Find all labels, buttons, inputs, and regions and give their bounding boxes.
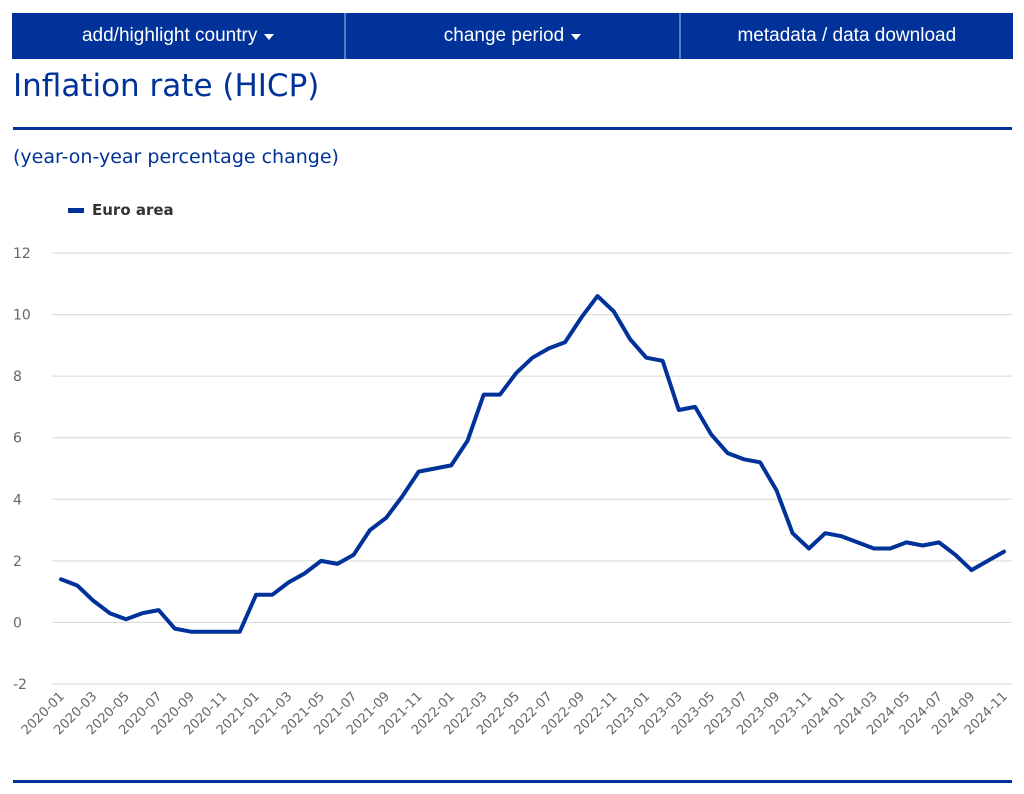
metadata-download-button[interactable]: metadata / data download: [681, 13, 1013, 59]
caret-down-icon: [264, 34, 275, 40]
footer-divider: [13, 780, 1012, 783]
y-tick-label: 12: [13, 246, 31, 262]
y-tick-label: 8: [13, 369, 22, 385]
title-divider: [13, 127, 1012, 130]
caret-down-icon: [571, 34, 582, 40]
series-line-euro-area: [59, 294, 1006, 634]
legend-label[interactable]: Euro area: [92, 201, 174, 219]
inflation-line-chart: -20246810122020-012020-032020-052020-072…: [13, 201, 1012, 738]
y-tick-label: 2: [13, 554, 22, 570]
y-tick-label: 6: [13, 431, 22, 447]
page-subtitle: (year-on-year percentage change): [13, 146, 339, 168]
y-tick-label: 4: [13, 492, 22, 508]
y-tick-label: -2: [13, 677, 27, 693]
y-tick-label: 10: [13, 308, 31, 324]
y-tick-label: 0: [13, 615, 22, 631]
change-period-label: change period: [443, 25, 565, 46]
legend-swatch: [68, 208, 84, 213]
page-title: Inflation rate (HICP): [13, 68, 320, 104]
metadata-download-label: metadata / data download: [737, 25, 957, 46]
add-highlight-country-label: add/highlight country: [81, 25, 258, 46]
add-highlight-country-button[interactable]: add/highlight country: [12, 13, 347, 59]
change-period-button[interactable]: change period: [346, 13, 681, 59]
top-navigation-bar: add/highlight country change period meta…: [12, 13, 1013, 59]
